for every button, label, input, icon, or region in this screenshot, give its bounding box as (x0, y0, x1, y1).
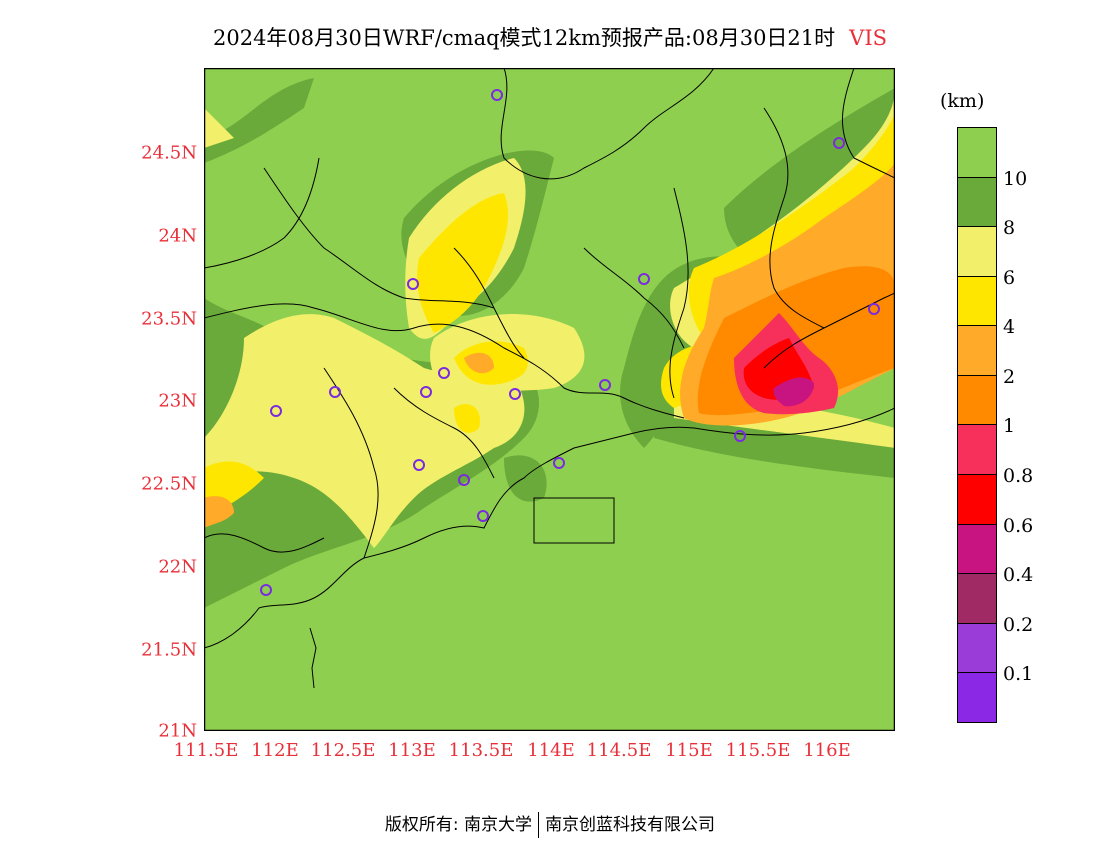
station-marker (270, 405, 282, 417)
x-tick-label: 114E (527, 740, 575, 761)
colorbar-cell (958, 227, 996, 277)
station-marker (438, 367, 450, 379)
legend-level-label: 0.1 (1003, 663, 1034, 685)
x-tick-label: 113.5E (448, 740, 514, 761)
colorbar-cell (958, 276, 996, 327)
legend-level-label: 1 (1003, 415, 1016, 437)
footer-divider (538, 812, 540, 838)
y-tick-label: 24N (158, 225, 197, 247)
y-tick-label: 22.5N (141, 473, 197, 495)
footer-company: 南京创蓝科技有限公司 (545, 815, 716, 835)
colorbar-cell (958, 673, 996, 722)
colorbar-cell (958, 574, 996, 624)
legend-level-label: 4 (1003, 316, 1016, 338)
station-marker (413, 459, 425, 471)
colorbar-cell (958, 425, 996, 476)
legend-level-label: 0.6 (1003, 515, 1034, 537)
x-tick-label: 115E (665, 740, 713, 761)
y-tick-label: 21.5N (141, 639, 197, 661)
x-tick-label: 116E (803, 740, 851, 761)
chart-title: 2024年08月30日WRF/cmaq模式12km预报产品:08月30日21时 V… (0, 22, 1100, 52)
y-tick-label: 23.5N (141, 308, 197, 330)
x-tick-label: 114.5E (586, 740, 652, 761)
legend-level-label: 8 (1003, 217, 1016, 239)
y-tick-label: 22N (158, 556, 197, 578)
station-marker (553, 457, 565, 469)
variable-label: VIS (849, 26, 888, 50)
colorbar-cell (958, 177, 996, 228)
x-tick-label: 112E (251, 740, 299, 761)
station-marker (833, 137, 845, 149)
footer-owner: 版权所有: 南京大学 (384, 815, 533, 835)
y-tick-label: 23N (158, 390, 197, 412)
colorbar-cell (958, 475, 996, 525)
boundaries (204, 68, 895, 689)
colorbar-cell (958, 128, 996, 178)
legend-level-label: 0.8 (1003, 465, 1034, 487)
title-text: 2024年08月30日WRF/cmaq模式12km预报产品:08月30日21时 (212, 26, 836, 50)
colorbar-cell (958, 375, 996, 426)
station-marker (329, 386, 341, 398)
station-marker (477, 510, 489, 522)
x-tick-label: 113E (388, 740, 436, 761)
y-tick-label: 21N (158, 720, 197, 742)
station-markers (260, 89, 880, 596)
station-marker (599, 379, 611, 391)
station-marker (420, 386, 432, 398)
station-marker (734, 430, 746, 442)
colorbar-cell (958, 326, 996, 376)
zone-0.4-0.6km (773, 377, 814, 407)
x-tick-label: 115.5E (725, 740, 791, 761)
station-marker (868, 303, 880, 315)
station-marker (491, 89, 503, 101)
station-marker (458, 474, 470, 486)
colorbar (957, 127, 997, 723)
station-marker (260, 584, 272, 596)
station-marker (407, 278, 419, 290)
colorbar-cell (958, 623, 996, 674)
legend-level-label: 0.2 (1003, 614, 1034, 636)
footer-copyright: 版权所有: 南京大学 南京创蓝科技有限公司 (0, 810, 1100, 838)
legend-level-label: 0.4 (1003, 564, 1034, 586)
legend-level-label: 2 (1003, 366, 1016, 388)
map-border (204, 68, 895, 731)
colorbar-cell (958, 524, 996, 575)
station-marker (638, 273, 650, 285)
x-tick-label: 111.5E (173, 740, 239, 761)
legend-level-label: 10 (1003, 168, 1028, 190)
map-plot-area (204, 68, 895, 731)
station-marker (509, 388, 521, 400)
visibility-map (204, 68, 895, 731)
legend-unit: (km) (940, 90, 985, 112)
legend-level-label: 6 (1003, 267, 1016, 289)
y-tick-label: 24.5N (141, 142, 197, 164)
x-tick-label: 112.5E (310, 740, 376, 761)
